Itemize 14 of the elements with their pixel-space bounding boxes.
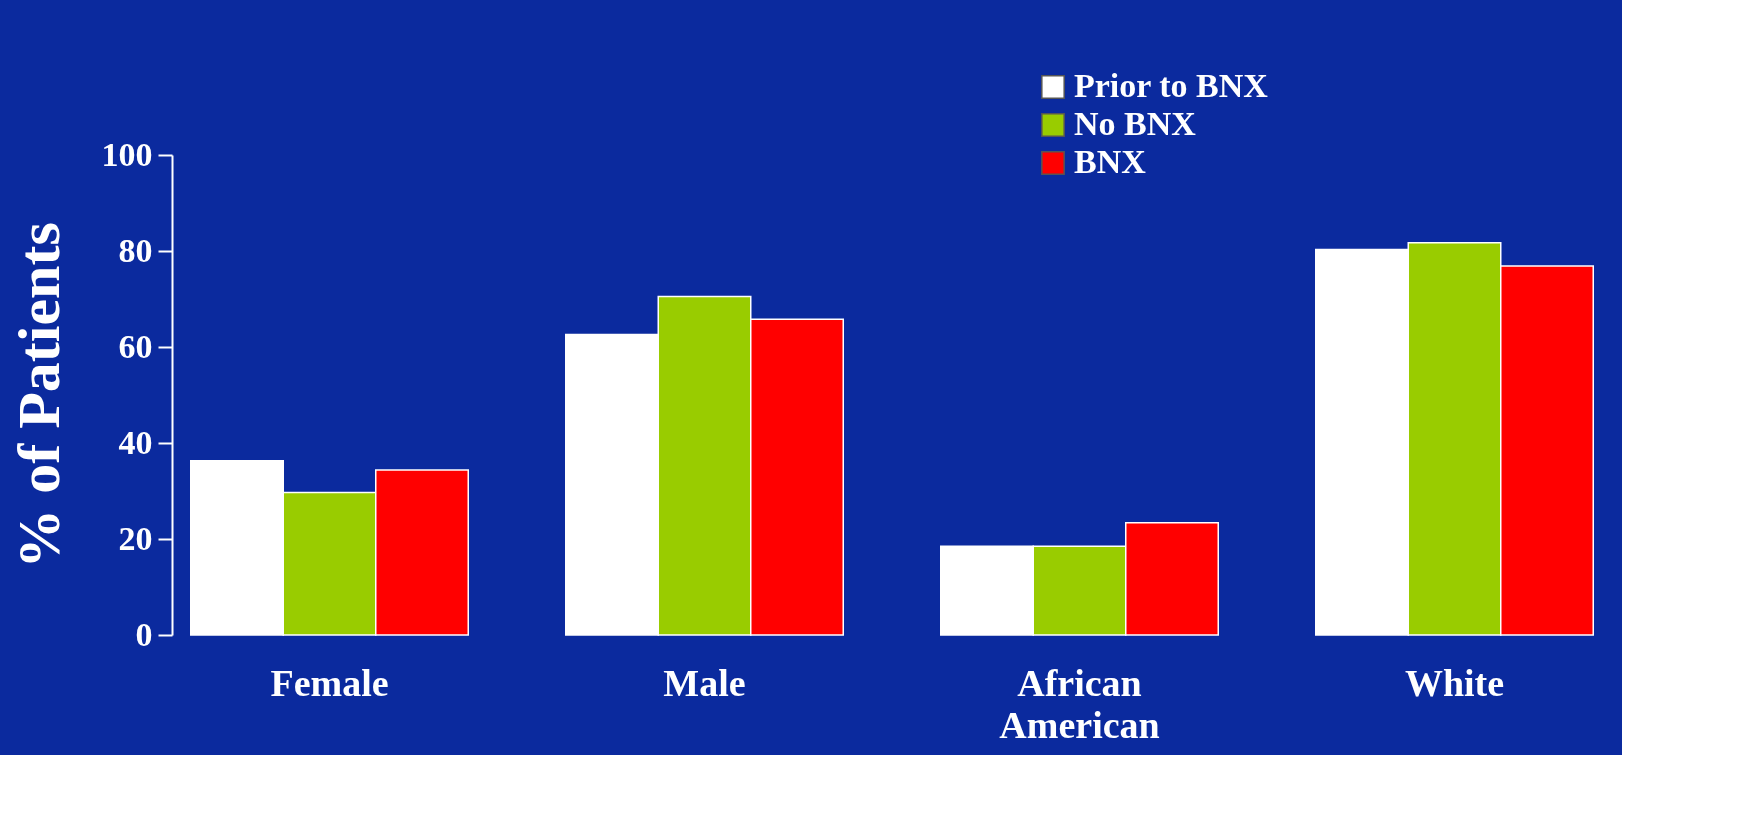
- y-tick-label: 0: [135, 615, 153, 653]
- x-tick-label: Male: [663, 661, 746, 704]
- x-tick-label: Female: [270, 661, 389, 704]
- y-tick-label: 60: [118, 327, 153, 365]
- y-axis-title: % of Patients: [5, 222, 72, 569]
- x-tick-label: African American: [999, 661, 1160, 746]
- legend-label: BNX: [1074, 143, 1147, 180]
- y-tick-label: 40: [118, 423, 153, 461]
- legend-label: No BNX: [1074, 105, 1197, 142]
- y-tick-label: 100: [101, 135, 153, 173]
- y-tick-label: 80: [118, 231, 153, 269]
- x-tick-label: White: [1404, 661, 1505, 704]
- y-tick-label: 20: [118, 519, 153, 557]
- legend-label: Prior to BNX: [1074, 67, 1269, 104]
